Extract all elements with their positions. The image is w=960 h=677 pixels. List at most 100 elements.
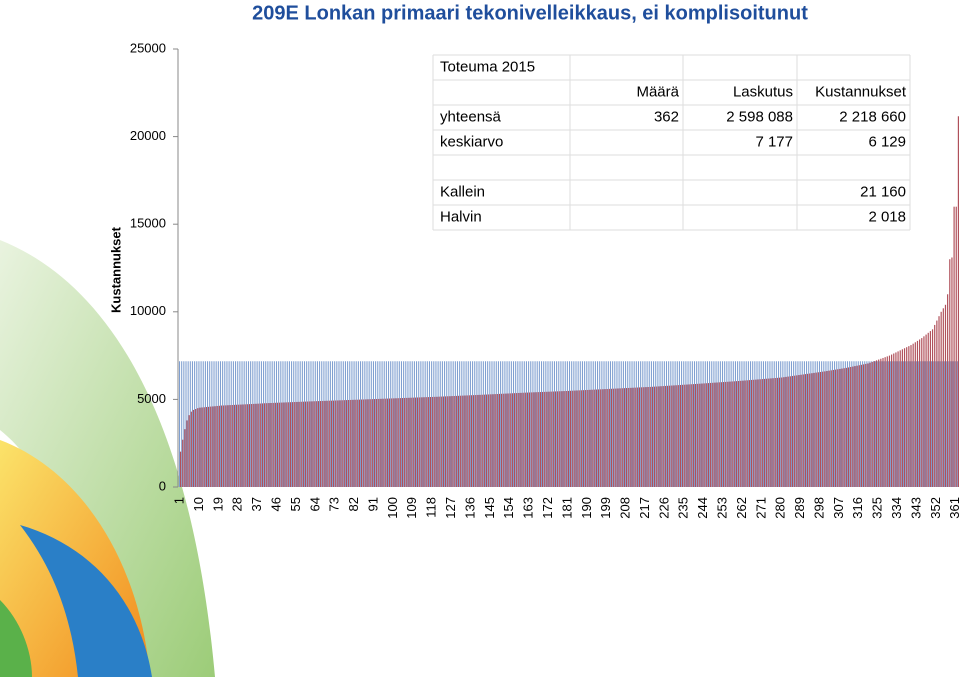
bar <box>630 387 632 487</box>
x-tick-label: 352 <box>928 497 943 519</box>
bar <box>892 361 894 487</box>
bar <box>799 361 801 487</box>
bar <box>812 361 814 487</box>
bar <box>179 451 182 487</box>
bar <box>340 361 342 487</box>
bar <box>444 396 447 487</box>
x-tick-label: 199 <box>598 497 613 519</box>
bar <box>701 383 703 487</box>
bar <box>923 336 925 487</box>
bar <box>815 372 817 487</box>
x-tick-label: 181 <box>559 497 574 519</box>
bar <box>532 361 534 487</box>
bar <box>790 361 793 487</box>
bar <box>425 397 427 487</box>
bar <box>895 352 897 487</box>
bar <box>712 382 714 487</box>
bar <box>771 361 773 487</box>
bar <box>382 398 384 487</box>
bar <box>255 403 257 487</box>
bar <box>788 361 790 487</box>
x-tick-label: 244 <box>695 497 710 519</box>
bar <box>200 361 202 487</box>
bar <box>684 384 686 487</box>
bar <box>860 364 863 487</box>
bar <box>702 361 704 487</box>
bar <box>793 361 795 487</box>
bar <box>401 398 404 487</box>
bar <box>855 361 857 487</box>
bar <box>414 397 417 487</box>
bar <box>664 385 666 487</box>
bar <box>927 332 929 487</box>
bar <box>846 361 849 487</box>
bar <box>372 361 374 487</box>
bar <box>513 393 516 487</box>
bar <box>272 402 274 487</box>
bar <box>354 399 356 487</box>
bar <box>579 361 581 487</box>
bar <box>476 361 478 487</box>
bar <box>559 391 561 487</box>
bar <box>533 392 535 487</box>
x-tick-label: 343 <box>908 497 923 519</box>
bar <box>631 361 633 487</box>
bar <box>658 386 660 487</box>
bar <box>182 439 184 487</box>
bar <box>317 401 320 487</box>
bar <box>297 361 299 487</box>
bar <box>919 339 921 487</box>
bar <box>253 403 255 487</box>
bar <box>424 361 426 487</box>
bar <box>459 361 461 487</box>
summary-table: Toteuma 2015 Määrä Laskutus Kustannukset yht… <box>432 54 911 231</box>
bar <box>446 361 448 487</box>
bar <box>367 399 369 487</box>
bar <box>370 361 372 487</box>
bar <box>358 399 360 487</box>
bar <box>453 396 455 487</box>
bar <box>676 361 678 487</box>
bar <box>893 353 895 487</box>
bar <box>661 361 663 487</box>
bar <box>601 361 603 487</box>
bar <box>946 361 948 487</box>
bar <box>914 342 916 487</box>
bar <box>780 361 782 487</box>
bar <box>692 384 694 487</box>
bar <box>310 361 312 487</box>
bar <box>650 361 652 487</box>
bar <box>441 361 443 487</box>
bar <box>371 399 373 487</box>
bar <box>285 402 287 487</box>
bar <box>296 401 298 487</box>
bar <box>342 361 344 487</box>
bar <box>348 399 350 487</box>
bar <box>239 361 241 487</box>
x-tick-label: 280 <box>773 497 788 519</box>
bar <box>874 361 877 487</box>
bar <box>873 361 875 487</box>
bar <box>563 391 565 487</box>
bar <box>448 361 450 487</box>
bar <box>535 392 537 487</box>
bar <box>347 361 349 487</box>
bar <box>906 347 908 487</box>
bar <box>413 361 415 487</box>
bar <box>220 405 223 487</box>
bar <box>435 361 437 487</box>
bar <box>809 373 811 487</box>
bar <box>770 378 772 487</box>
bar <box>687 361 689 487</box>
x-tick-label: 217 <box>637 497 652 519</box>
bar <box>816 361 818 487</box>
bar <box>851 361 853 487</box>
bar <box>872 361 874 487</box>
bar <box>432 396 434 487</box>
bar <box>245 361 247 487</box>
bar <box>677 385 679 487</box>
bar <box>920 361 922 487</box>
bar <box>478 361 480 487</box>
bar <box>569 361 571 487</box>
bar <box>376 398 378 487</box>
